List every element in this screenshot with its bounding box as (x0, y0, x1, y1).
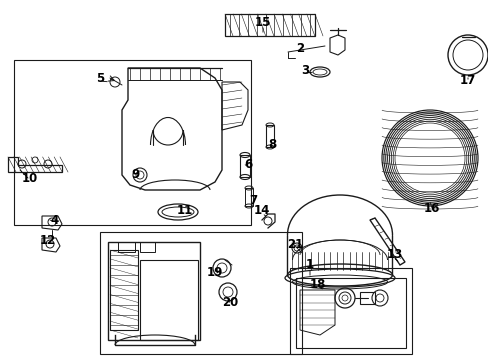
Bar (289, 268, 411, 354)
Bar (100, 232, 302, 354)
Text: 4: 4 (51, 213, 59, 226)
Text: 2: 2 (295, 41, 304, 54)
Bar (14, 60, 250, 225)
Text: 8: 8 (267, 139, 276, 152)
Bar (359, 292, 374, 304)
Text: 13: 13 (386, 248, 402, 261)
Text: 17: 17 (459, 73, 475, 86)
Text: 14: 14 (253, 203, 270, 216)
Text: 21: 21 (286, 238, 303, 252)
Text: 10: 10 (22, 171, 38, 184)
Text: 3: 3 (300, 63, 308, 77)
Text: 9: 9 (131, 168, 139, 181)
Text: 5: 5 (96, 72, 104, 85)
Text: 20: 20 (222, 296, 238, 309)
Bar (265, 125, 273, 147)
Bar (244, 188, 252, 206)
Text: 15: 15 (254, 15, 271, 28)
Text: 16: 16 (423, 202, 439, 215)
Text: 12: 12 (40, 234, 56, 247)
Text: 6: 6 (244, 158, 252, 171)
Text: 7: 7 (248, 194, 257, 207)
Text: 19: 19 (206, 266, 223, 279)
Text: 18: 18 (309, 279, 325, 292)
Bar (224, 14, 314, 36)
Bar (240, 155, 249, 177)
Text: 1: 1 (305, 258, 313, 271)
Text: 11: 11 (177, 203, 193, 216)
